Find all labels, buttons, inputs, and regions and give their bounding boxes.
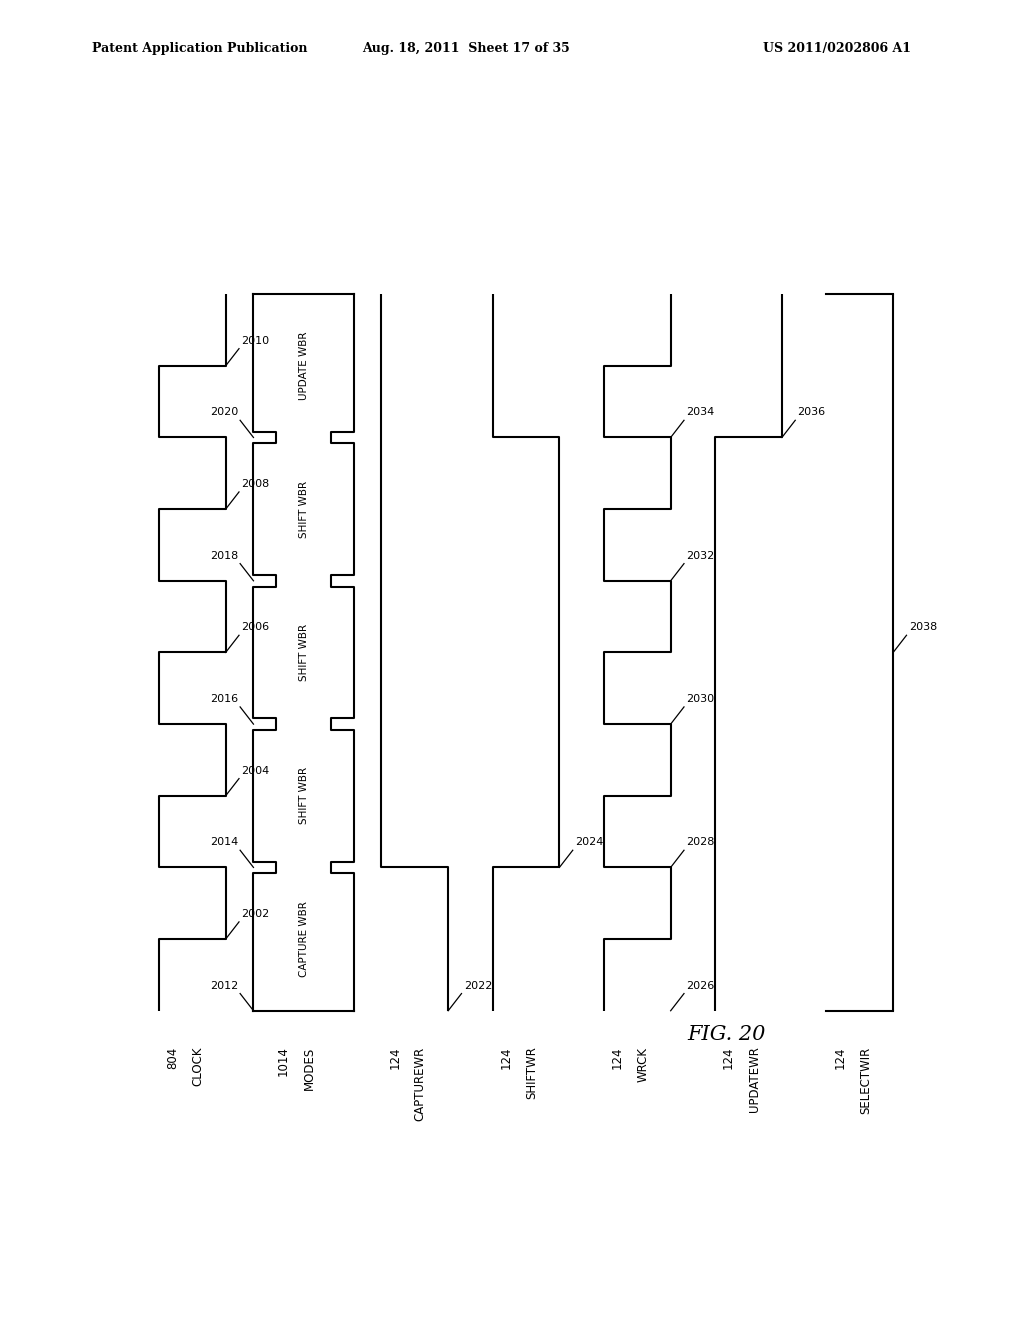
Text: 2008: 2008	[242, 479, 269, 490]
Text: SHIFT WBR: SHIFT WBR	[299, 767, 308, 824]
Text: 2038: 2038	[908, 623, 937, 632]
Text: 2014: 2014	[210, 837, 238, 847]
Text: CAPTUREWR: CAPTUREWR	[414, 1047, 427, 1121]
Text: SHIFT WBR: SHIFT WBR	[299, 480, 308, 537]
Text: 124: 124	[834, 1047, 846, 1069]
Text: Patent Application Publication: Patent Application Publication	[92, 42, 307, 55]
Text: 804: 804	[166, 1047, 179, 1069]
Text: 2022: 2022	[464, 981, 493, 991]
Text: WRCK: WRCK	[636, 1047, 649, 1081]
Text: Aug. 18, 2011  Sheet 17 of 35: Aug. 18, 2011 Sheet 17 of 35	[362, 42, 569, 55]
Text: 2020: 2020	[210, 408, 238, 417]
Text: 124: 124	[388, 1047, 401, 1069]
Text: 2028: 2028	[686, 837, 715, 847]
Text: SHIFTWR: SHIFTWR	[525, 1047, 538, 1100]
Text: 2034: 2034	[686, 408, 715, 417]
Text: 2016: 2016	[210, 694, 238, 704]
Text: CLOCK: CLOCK	[191, 1047, 205, 1086]
Text: MODES: MODES	[303, 1047, 315, 1090]
Text: 2002: 2002	[242, 909, 269, 919]
Text: SELECTWIR: SELECTWIR	[859, 1047, 871, 1114]
Text: 2030: 2030	[686, 694, 715, 704]
Text: 2012: 2012	[210, 981, 238, 991]
Text: 2004: 2004	[242, 766, 269, 776]
Text: 2018: 2018	[210, 550, 238, 561]
Text: UPDATE WBR: UPDATE WBR	[299, 331, 308, 400]
Text: FIG. 20: FIG. 20	[687, 1026, 766, 1044]
Text: US 2011/0202806 A1: US 2011/0202806 A1	[763, 42, 911, 55]
Text: 2024: 2024	[575, 837, 603, 847]
Text: 2006: 2006	[242, 623, 269, 632]
Text: CAPTURE WBR: CAPTURE WBR	[299, 902, 308, 977]
Text: 124: 124	[500, 1047, 512, 1069]
Text: UPDATEWR: UPDATEWR	[748, 1047, 761, 1113]
Text: 2026: 2026	[686, 981, 715, 991]
Text: 2032: 2032	[686, 550, 715, 561]
Text: 2036: 2036	[798, 408, 825, 417]
Text: 124: 124	[722, 1047, 735, 1069]
Text: SHIFT WBR: SHIFT WBR	[299, 624, 308, 681]
Text: 1014: 1014	[278, 1047, 290, 1076]
Text: 124: 124	[610, 1047, 624, 1069]
Text: 2010: 2010	[242, 335, 269, 346]
